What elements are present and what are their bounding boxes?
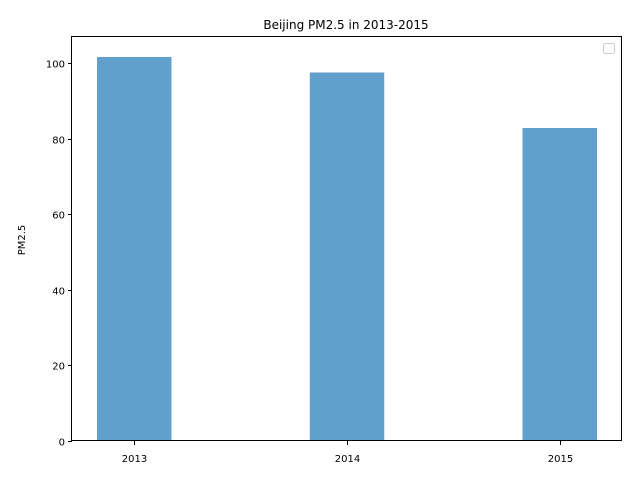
y-tick-label: 100 bbox=[46, 60, 65, 71]
x-tick-label: 2015 bbox=[548, 454, 573, 465]
bars-group bbox=[97, 57, 597, 442]
x-axis-ticks: 2013 2014 2015 bbox=[122, 441, 573, 465]
y-axis-ticks: 0 20 40 60 80 100 bbox=[46, 60, 72, 449]
y-tick-label: 80 bbox=[52, 136, 65, 147]
bar-2013 bbox=[97, 57, 172, 441]
bar-2015 bbox=[522, 127, 597, 442]
y-tick-label: 20 bbox=[52, 362, 65, 373]
plot-frame bbox=[71, 36, 622, 441]
y-axis-label: PM2.5 bbox=[17, 225, 28, 256]
bar-2014 bbox=[309, 72, 385, 442]
chart-title: Beijing PM2.5 in 2013-2015 bbox=[263, 18, 428, 32]
y-tick-label: 0 bbox=[59, 438, 65, 449]
y-tick-label: 60 bbox=[52, 211, 65, 222]
x-tick-label: 2013 bbox=[122, 454, 147, 465]
y-tick-label: 40 bbox=[52, 287, 65, 298]
legend-box bbox=[603, 43, 615, 54]
x-tick-label: 2014 bbox=[335, 454, 360, 465]
